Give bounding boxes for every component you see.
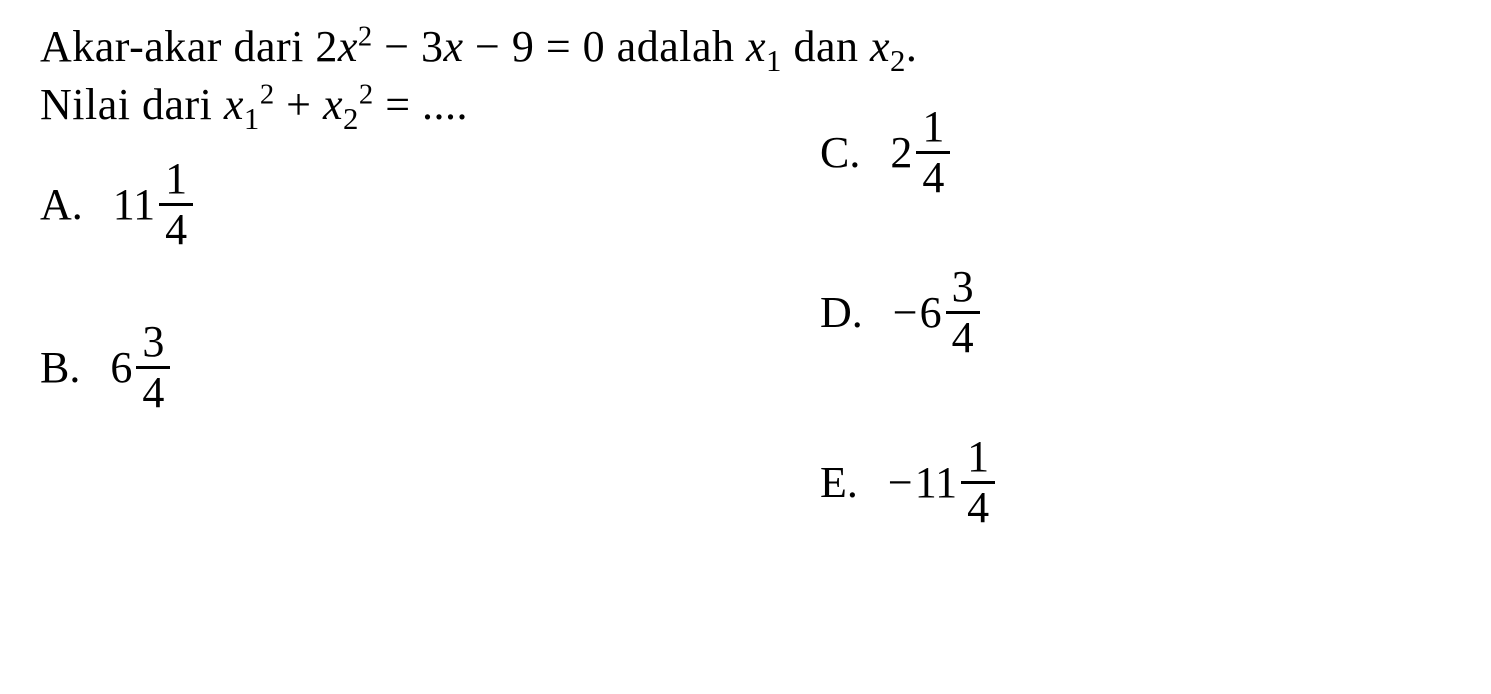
q1-var-4: x (870, 22, 890, 71)
q1-text-1: Akar-akar dari 2 (40, 22, 338, 71)
option-e-den: 4 (961, 484, 995, 530)
option-c: C. 2 1 4 (820, 105, 952, 200)
q2-var-1: x (224, 80, 244, 129)
option-e-sign: − (888, 457, 913, 508)
q1-sup-1: 2 (358, 21, 373, 52)
q1-var-1: x (338, 22, 358, 71)
q2-sub-2: 2 (343, 102, 359, 136)
option-d-sign: − (893, 287, 918, 338)
option-d: D. −6 3 4 (820, 265, 982, 360)
q1-text-3: − 9 = 0 adalah (464, 22, 746, 71)
option-b-fraction: 3 4 (136, 320, 170, 415)
option-b-num: 3 (136, 320, 170, 369)
option-c-whole: 2 (890, 127, 912, 178)
option-a: A. 11 1 4 (40, 157, 195, 252)
option-a-den: 4 (159, 206, 193, 252)
option-d-den: 4 (946, 314, 980, 360)
option-a-label: A. (40, 179, 83, 230)
option-a-whole: 11 (113, 179, 155, 230)
q2-var-2: x (323, 80, 343, 129)
option-b-den: 4 (136, 369, 170, 415)
option-d-value: −6 3 4 (893, 265, 982, 360)
question-line-2: Nilai dari x12 + x22 = .... (40, 76, 468, 133)
option-a-fraction: 1 4 (159, 157, 193, 252)
option-c-label: C. (820, 127, 860, 178)
option-d-fraction: 3 4 (946, 265, 980, 360)
option-c-num: 1 (916, 105, 950, 154)
option-e-num: 1 (961, 435, 995, 484)
option-b-whole: 6 (110, 342, 132, 393)
option-b-label: B. (40, 342, 80, 393)
option-d-num: 3 (946, 265, 980, 314)
q2-text-2: + (275, 80, 323, 129)
option-b-value: 6 3 4 (110, 320, 172, 415)
q2-text-3: = .... (374, 80, 468, 129)
q2-sup-2: 2 (359, 79, 374, 110)
option-d-label: D. (820, 287, 863, 338)
option-e-label: E. (820, 457, 858, 508)
option-b: B. 6 3 4 (40, 320, 172, 415)
q1-text-5: . (906, 22, 918, 71)
question-line-1: Akar-akar dari 2x2 − 3x − 9 = 0 adalah x… (40, 18, 917, 75)
option-a-num: 1 (159, 157, 193, 206)
option-c-den: 4 (916, 154, 950, 200)
q1-var-2: x (444, 22, 464, 71)
option-e-value: −11 1 4 (888, 435, 997, 530)
option-e-whole: 11 (915, 457, 957, 508)
q1-sub-2: 2 (890, 44, 906, 78)
q2-sup-1: 2 (260, 79, 275, 110)
option-c-value: 2 1 4 (890, 105, 952, 200)
option-d-whole: 6 (920, 287, 942, 338)
q1-sub-1: 1 (766, 44, 782, 78)
option-e-fraction: 1 4 (961, 435, 995, 530)
q1-text-4: dan (782, 22, 870, 71)
q1-text-2: − 3 (373, 22, 444, 71)
q2-sub-1: 1 (244, 102, 260, 136)
q2-text-1: Nilai dari (40, 80, 224, 129)
option-c-fraction: 1 4 (916, 105, 950, 200)
option-e: E. −11 1 4 (820, 435, 997, 530)
option-a-value: 11 1 4 (113, 157, 195, 252)
q1-var-3: x (746, 22, 766, 71)
